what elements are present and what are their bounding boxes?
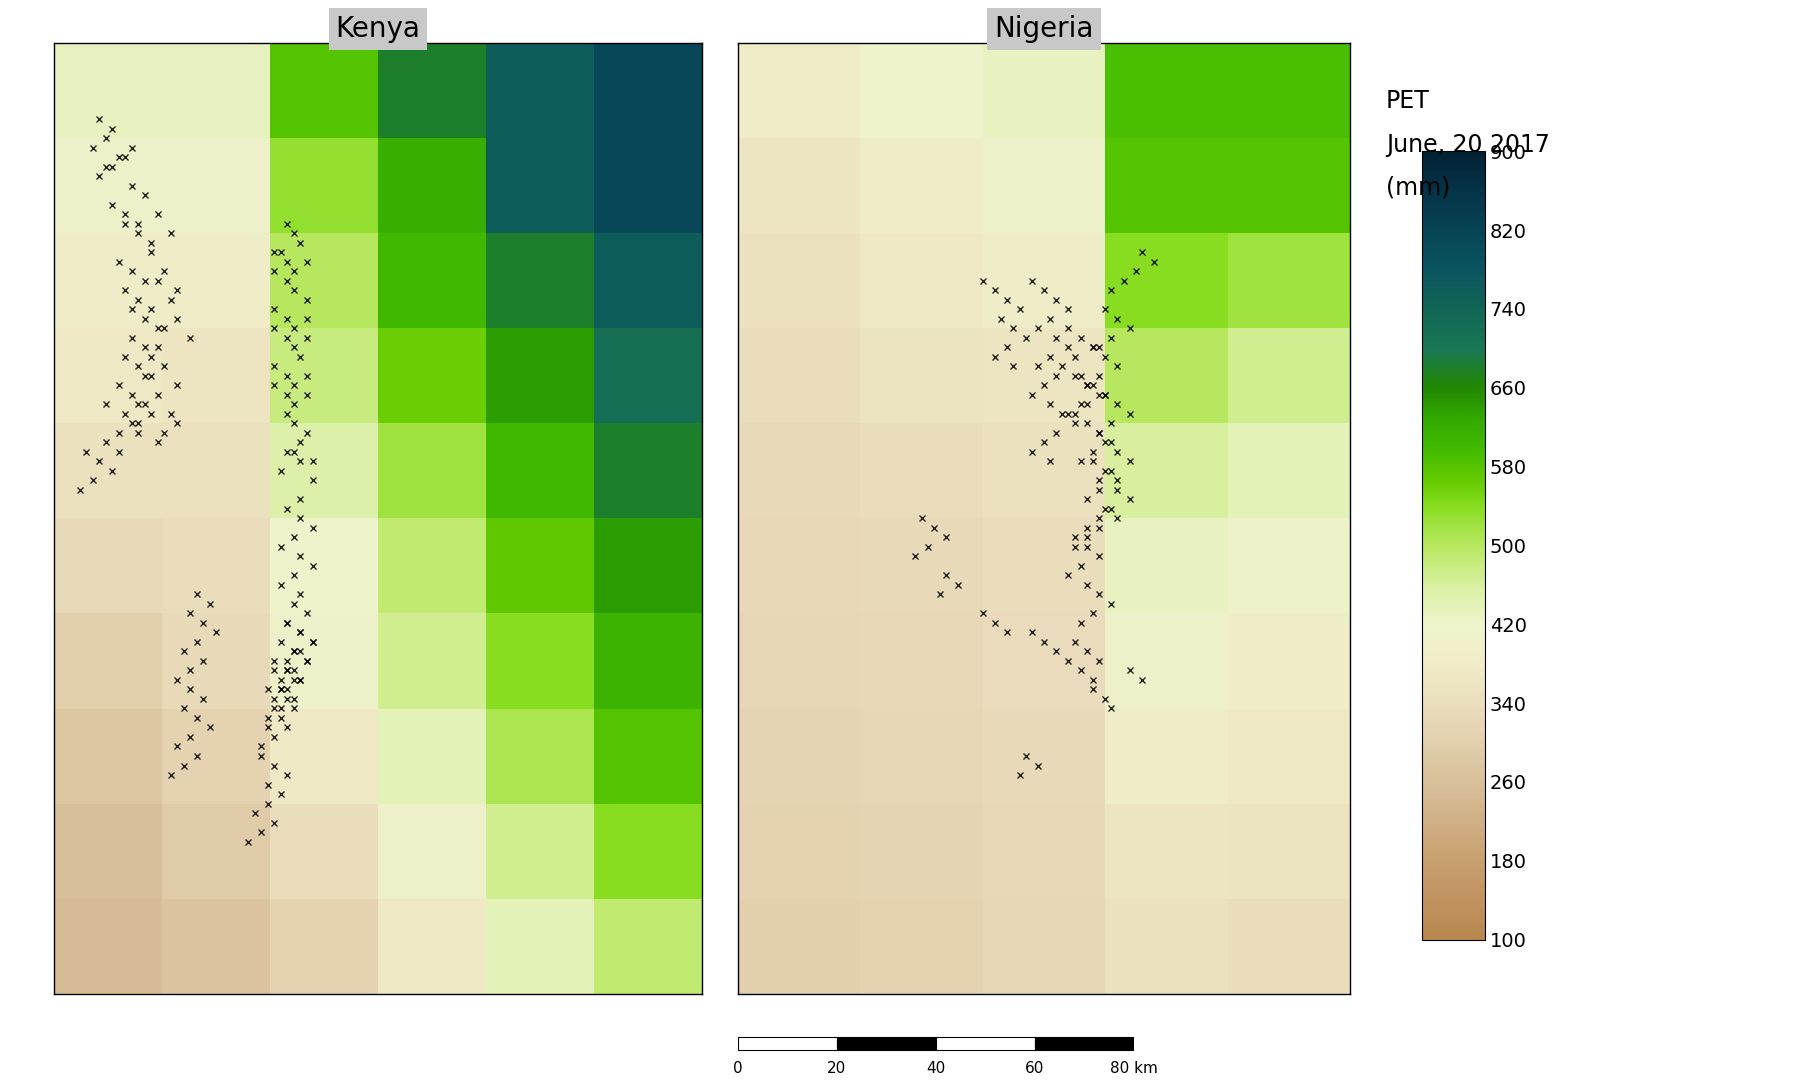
- Text: PET: PET: [1386, 90, 1429, 113]
- Title: Nigeria: Nigeria: [994, 15, 1094, 43]
- Text: June, 20 2017: June, 20 2017: [1386, 133, 1550, 157]
- Text: 80 km: 80 km: [1111, 1061, 1157, 1076]
- Bar: [837, 1037, 936, 1050]
- Text: 20: 20: [828, 1061, 846, 1076]
- Text: 40: 40: [927, 1061, 945, 1076]
- Bar: [1035, 1037, 1134, 1050]
- Title: Kenya: Kenya: [335, 15, 421, 43]
- Text: 0: 0: [733, 1061, 743, 1076]
- Text: (mm): (mm): [1386, 176, 1451, 200]
- Text: 60: 60: [1026, 1061, 1044, 1076]
- Bar: [738, 1037, 837, 1050]
- Bar: [936, 1037, 1035, 1050]
